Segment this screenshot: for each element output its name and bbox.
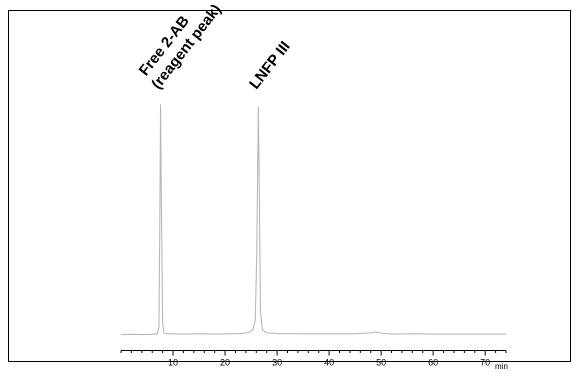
x-tick-label: 10 [168,358,178,368]
figure-frame [8,10,571,362]
x-tick-label: 30 [272,358,282,368]
peak-annotations: Free 2-AB(reagent peak) LNFP III [136,1,294,92]
x-tick-label: 50 [376,358,386,368]
x-tick-label: 20 [220,358,230,368]
peak-annotation: Free 2-AB(reagent peak) [136,1,225,92]
x-tick-label: 40 [324,358,334,368]
chromatogram-trace [120,104,506,336]
peak-label-line: LNFP III [246,38,294,92]
x-axis-minor-ticks [120,350,507,353]
x-axis-tick-labels: 10 20 30 40 50 60 70 [168,358,490,368]
x-axis-unit-label: min [495,362,508,371]
x-tick-label: 70 [480,358,490,368]
x-axis-major-ticks [172,350,486,356]
peak-annotation: LNFP III [246,38,294,92]
x-tick-label: 60 [428,358,438,368]
